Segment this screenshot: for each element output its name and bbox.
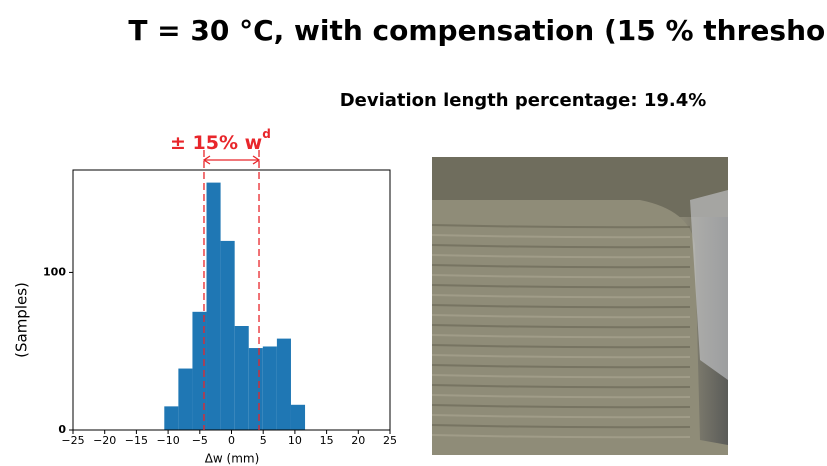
x-tick-label: −20 — [93, 434, 116, 447]
photo-stripe — [431, 304, 691, 309]
y-axis-label: (Samples) — [13, 282, 31, 358]
photo-stripe — [431, 244, 691, 249]
bar — [164, 406, 179, 430]
x-tick-label: 10 — [288, 434, 302, 447]
photo-stripe — [431, 344, 691, 349]
x-tick-label: −5 — [192, 434, 208, 447]
photo-stripe — [431, 364, 691, 369]
arrow-head — [202, 155, 261, 165]
photo-background-right — [690, 190, 728, 380]
bar — [290, 404, 306, 430]
bar — [220, 240, 235, 430]
annotation-superscript: d — [262, 127, 271, 141]
bar — [192, 311, 207, 430]
photo-stripe — [431, 264, 691, 269]
x-tick-label: 15 — [320, 434, 334, 447]
photo-stripe — [431, 334, 691, 339]
annotation-text: ± 15% w — [170, 132, 262, 154]
photo-stripe — [431, 424, 691, 429]
photo-stripe — [431, 394, 691, 399]
photo-stripe — [431, 234, 691, 239]
x-tick-label: 0 — [228, 434, 235, 447]
photo-stripe — [431, 254, 691, 259]
chart-subtitle: Deviation length percentage: 19.4% — [340, 90, 707, 111]
photo-stripe — [431, 284, 691, 289]
annotation: ± 15% wd — [170, 127, 271, 154]
x-tick-label: −15 — [125, 434, 148, 447]
photo-stripe — [431, 434, 691, 439]
y-tick-label: 0 — [58, 423, 66, 436]
bar — [276, 338, 291, 430]
x-tick-label: 5 — [260, 434, 267, 447]
photo-stripe — [431, 354, 691, 359]
bar — [262, 346, 277, 430]
bar — [234, 326, 249, 430]
photo-stripe — [431, 404, 691, 409]
photo-stripe — [431, 314, 691, 319]
photo — [431, 157, 728, 455]
photo-stripe — [431, 274, 691, 279]
chart-title: T = 30 °C, with compensation (15 % thres… — [128, 14, 827, 47]
x-tick-label: −25 — [61, 434, 84, 447]
y-tick-label: 100 — [43, 265, 66, 278]
photo-stripe — [431, 324, 691, 329]
photo-stripe — [431, 294, 691, 299]
photo-stripe — [431, 414, 691, 419]
bar — [206, 182, 221, 430]
photo-stripe — [431, 384, 691, 389]
x-tick-label: −10 — [156, 434, 179, 447]
bar — [178, 368, 193, 430]
bar — [248, 348, 263, 430]
x-tick-label: 25 — [383, 434, 397, 447]
photo-stripe — [431, 224, 691, 229]
x-axis-label: Δw (mm) — [205, 452, 260, 466]
photo-stripe — [431, 374, 691, 379]
x-tick-label: 20 — [351, 434, 365, 447]
